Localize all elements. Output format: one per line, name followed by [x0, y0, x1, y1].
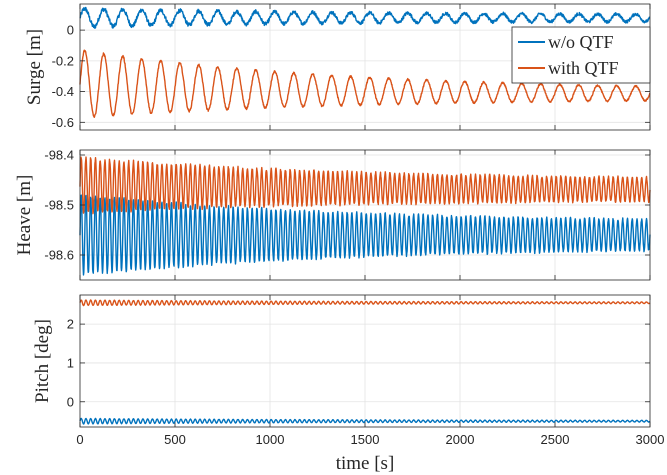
surge-series — [79, 6, 651, 119]
pitch-series-wo-qtf-line — [79, 417, 651, 425]
pitch-ytick-label: 1 — [67, 355, 74, 370]
legend: w/o QTF with QTF — [511, 26, 651, 84]
pitch-ytick-label: 2 — [67, 317, 74, 332]
surge-yticks: 0 -0.2 -0.4 -0.6 — [52, 23, 650, 130]
pitch-grid — [79, 295, 651, 427]
pitch-xtick-label: 2000 — [446, 432, 475, 447]
pitch-xtick-label: 1500 — [351, 432, 380, 447]
pitch-ylabel: Pitch [deg] — [32, 319, 53, 403]
surge-series-with-qtf-line — [79, 49, 651, 119]
heave-ylabel: Heave [m] — [14, 175, 35, 256]
surge-series-wo-qtf-line — [79, 6, 651, 29]
pitch-axes-frame — [79, 294, 651, 428]
pitch-ytick-label: 0 — [67, 394, 74, 409]
surge-ytick-label: -0.2 — [52, 53, 74, 68]
heave-series-wo-qtf-line — [79, 194, 651, 276]
heave-yticks: -98.4 -98.5 -98.6 — [44, 148, 650, 263]
pitch-xtick-label: 0 — [76, 432, 83, 447]
pitch-xtick-label: 3000 — [636, 432, 665, 447]
pitch-series — [79, 299, 651, 425]
pitch-panel: 2 1 0 0 500 1000 1500 2000 2500 3000 Pitch [deg]… — [32, 294, 664, 474]
pitch-xtick-label: 1000 — [256, 432, 285, 447]
pitch-xticks: 0 500 1000 1500 2000 2500 3000 — [76, 432, 664, 447]
surge-ytick-label: -0.4 — [52, 84, 74, 99]
heave-ytick-label: -98.4 — [44, 148, 74, 163]
pitch-yticks: 2 1 0 — [67, 317, 650, 409]
surge-ytick-label: 0 — [67, 23, 74, 38]
surge-ylabel: Surge [m] — [24, 29, 45, 105]
heave-series — [79, 156, 651, 276]
pitch-xtick-label: 500 — [164, 432, 186, 447]
legend-label-with-qtf: with QTF — [548, 58, 619, 78]
surge-ytick-label: -0.6 — [52, 115, 74, 130]
heave-axes-frame — [79, 149, 651, 281]
pitch-series-with-qtf-line — [79, 299, 651, 307]
x-axis-label: time [s] — [336, 453, 395, 474]
heave-ytick-label: -98.6 — [44, 248, 74, 263]
heave-ytick-label: -98.5 — [44, 198, 74, 213]
heave-panel: -98.4 -98.5 -98.6 Heave [m] — [14, 148, 651, 281]
heave-series-with-qtf-line — [79, 156, 651, 215]
legend-label-wo-qtf: w/o QTF — [548, 32, 614, 52]
surge-panel: 0 -0.2 -0.4 -0.6 Surge [m] w/o QTF with QTF — [24, 3, 651, 131]
pitch-xtick-label: 2500 — [541, 432, 570, 447]
legend-box — [511, 26, 651, 84]
